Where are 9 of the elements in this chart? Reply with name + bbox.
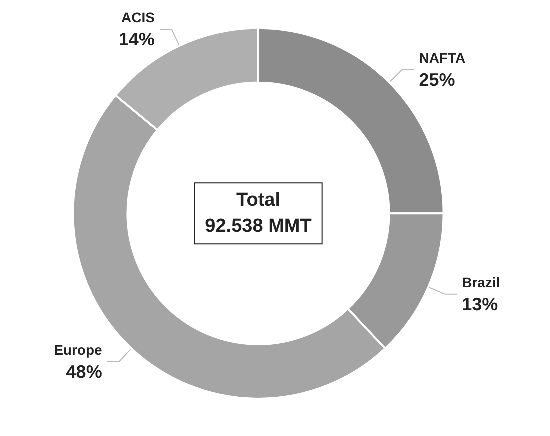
text: Total 92.538 MMT [205, 190, 312, 238]
slice-label: ACIS [121, 10, 155, 26]
slice-label: Europe [54, 342, 103, 358]
data-label: 13% [462, 294, 498, 314]
data-label: 48% [66, 362, 102, 382]
data-label: 14% [118, 30, 155, 50]
slice-label: NAFTA [419, 50, 466, 66]
slice-label: Brazil [462, 274, 500, 290]
data-label: 25% [419, 70, 456, 90]
